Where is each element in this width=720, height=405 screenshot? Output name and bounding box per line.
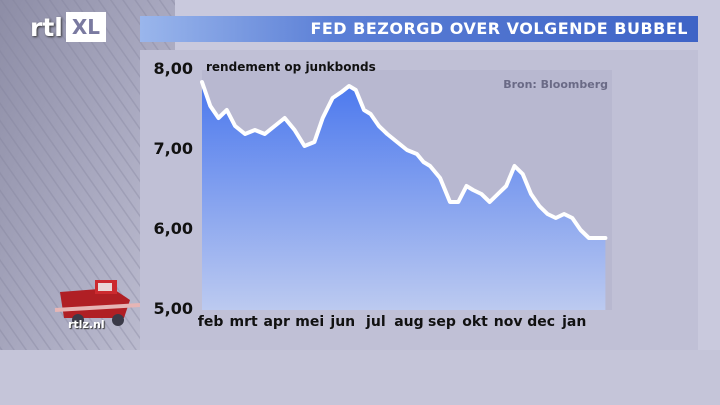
series-area (202, 82, 606, 310)
y-tick-label: 5,00 (153, 299, 193, 318)
series-line (200, 80, 608, 240)
lower-band (0, 350, 720, 405)
rtl-xl-logo: rtl XL (30, 10, 107, 44)
site-url-label: rtlz.nl (68, 318, 105, 331)
x-tick-label: aug (394, 314, 424, 330)
harvester-icon (54, 280, 141, 326)
x-tick-label: apr (263, 314, 290, 330)
x-tick-label: jan (562, 314, 587, 330)
x-tick-label: nov (493, 314, 523, 330)
source-label: Bron: Bloomberg (503, 78, 608, 91)
x-tick-label: feb (197, 314, 224, 330)
headline-banner: FED BEZORGD OVER VOLGENDE BUBBEL (140, 16, 698, 42)
x-tick-label: jul (366, 314, 386, 330)
x-tick-label: sep (428, 314, 456, 330)
logo-rtl-text: rtl (30, 12, 63, 42)
y-tick-label: 7,00 (153, 139, 193, 158)
y-tick-label: 8,00 (153, 59, 193, 78)
series-label: rendement op junkbonds (206, 60, 376, 74)
logo-xl-badge: XL (65, 12, 107, 42)
x-tick-label: okt (462, 314, 488, 330)
x-tick-label: jun (330, 314, 356, 330)
y-tick-label: 6,00 (153, 219, 193, 238)
x-tick-label: mrt (229, 314, 258, 330)
data-points (201, 81, 606, 239)
x-tick-label: mei (295, 314, 325, 330)
x-tick-label: dec (527, 314, 556, 330)
